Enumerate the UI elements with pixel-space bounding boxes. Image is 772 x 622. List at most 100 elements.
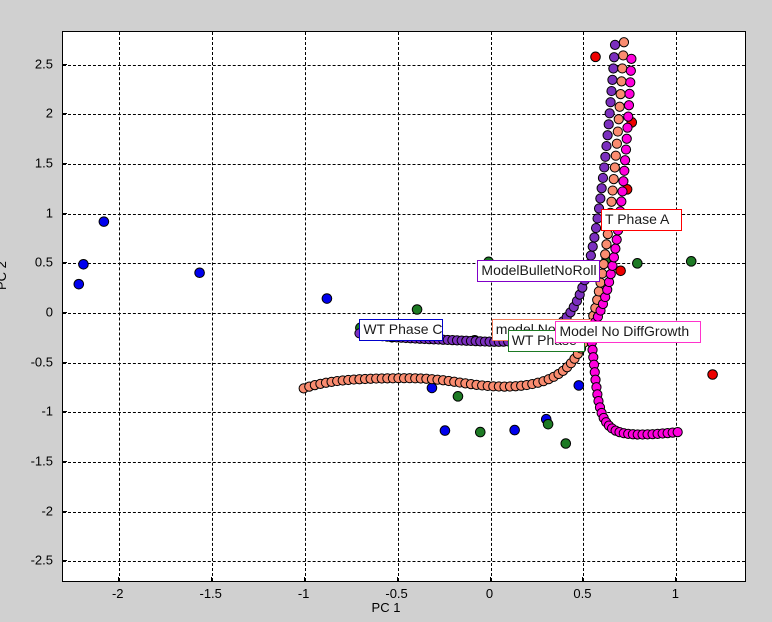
data-point xyxy=(611,138,622,149)
y-tick-mark xyxy=(62,510,67,512)
annotation-modelbulletnoroll[interactable]: ModelBulletNoRoll xyxy=(477,259,601,282)
data-point xyxy=(609,162,620,173)
data-point xyxy=(560,438,572,449)
x-tick-mark xyxy=(675,577,677,582)
y-tick-mark xyxy=(62,113,67,115)
data-point xyxy=(632,258,643,269)
data-point xyxy=(602,130,613,141)
data-point xyxy=(618,37,630,48)
data-point xyxy=(617,186,628,197)
data-point xyxy=(607,74,618,85)
x-tick-label: -0.5 xyxy=(385,586,408,601)
data-point xyxy=(411,304,423,315)
plot-area xyxy=(62,31,746,582)
y-tick-mark xyxy=(62,262,67,264)
data-point xyxy=(600,151,611,162)
y-tick-label: 1 xyxy=(45,205,53,221)
data-point xyxy=(613,114,624,125)
y-tick-mark xyxy=(62,411,67,413)
data-point xyxy=(619,155,631,166)
data-point xyxy=(672,427,683,438)
data-point xyxy=(607,260,618,271)
data-point xyxy=(620,144,632,155)
annotation-wt-phase-c[interactable]: WT Phase C xyxy=(359,319,444,342)
data-point xyxy=(596,183,607,194)
data-point xyxy=(474,426,486,438)
data-point xyxy=(600,249,611,260)
data-point xyxy=(589,232,600,243)
data-point xyxy=(625,77,636,88)
y-tick-label: -2 xyxy=(41,503,53,519)
data-point xyxy=(73,278,85,290)
data-point xyxy=(509,424,520,436)
data-point xyxy=(608,63,619,74)
data-point xyxy=(587,241,598,252)
y-tick-mark xyxy=(62,460,67,462)
data-point xyxy=(573,380,585,391)
x-tick-mark xyxy=(303,577,305,582)
data-point xyxy=(597,172,609,184)
data-point xyxy=(621,133,632,144)
data-points-layer xyxy=(73,37,718,449)
data-point xyxy=(601,140,612,152)
x-tick-label: 1 xyxy=(671,586,679,601)
series-modelbulletnoroll xyxy=(354,39,621,347)
x-axis-label: PC 1 xyxy=(371,600,401,615)
y-tick-label: 1.5 xyxy=(34,155,53,171)
y-tick-label: -2.5 xyxy=(30,552,53,568)
y-tick-mark xyxy=(62,560,67,562)
data-point xyxy=(608,252,620,263)
data-point xyxy=(439,425,451,436)
data-point xyxy=(610,150,621,161)
data-point xyxy=(624,88,635,99)
data-point xyxy=(599,162,610,173)
data-point xyxy=(619,165,630,176)
data-point xyxy=(590,222,602,234)
data-point xyxy=(614,101,625,112)
data-point xyxy=(607,185,618,196)
data-point xyxy=(604,108,615,119)
annotation-model-no-diffgrowth[interactable]: Model No DiffGrowth xyxy=(555,320,702,343)
data-point xyxy=(611,234,622,245)
data-point xyxy=(707,369,718,380)
data-point xyxy=(616,76,627,87)
x-tick-mark xyxy=(210,577,212,582)
data-point xyxy=(595,193,606,204)
x-tick-label: -1 xyxy=(297,586,310,601)
series-model-no-knor xyxy=(298,37,630,394)
data-point xyxy=(615,89,626,100)
data-point xyxy=(452,391,464,402)
data-point xyxy=(603,119,614,130)
x-tick-mark xyxy=(117,577,119,582)
y-tick-mark xyxy=(62,212,67,214)
data-point xyxy=(622,122,633,133)
y-tick-label: 2.5 xyxy=(34,56,53,72)
data-point xyxy=(590,51,601,63)
y-tick-label: -1 xyxy=(41,403,53,419)
x-tick-label: 0.5 xyxy=(573,586,592,601)
y-tick-label: -0.5 xyxy=(30,354,53,370)
annotation-wt-phase-a[interactable]: T Phase A xyxy=(601,209,683,232)
data-point xyxy=(625,65,636,76)
data-point xyxy=(615,265,626,277)
data-point xyxy=(606,196,617,207)
x-tick-mark xyxy=(396,577,398,582)
data-point xyxy=(194,267,205,279)
y-tick-label: 2 xyxy=(45,105,53,121)
data-point xyxy=(623,111,634,122)
y-tick-label: -1.5 xyxy=(30,453,53,469)
y-tick-label: 0.5 xyxy=(34,254,53,270)
data-point xyxy=(78,259,89,270)
data-point xyxy=(609,52,620,63)
y-tick-label: 0 xyxy=(45,304,53,320)
data-point xyxy=(321,293,333,304)
x-tick-label: -1.5 xyxy=(199,586,222,601)
data-point xyxy=(426,382,438,394)
data-point xyxy=(617,63,628,74)
data-point xyxy=(606,85,617,97)
y-tick-mark xyxy=(62,311,67,313)
data-point xyxy=(98,216,110,227)
data-point xyxy=(598,259,609,270)
y-tick-mark xyxy=(62,163,67,165)
y-tick-mark xyxy=(62,361,67,363)
